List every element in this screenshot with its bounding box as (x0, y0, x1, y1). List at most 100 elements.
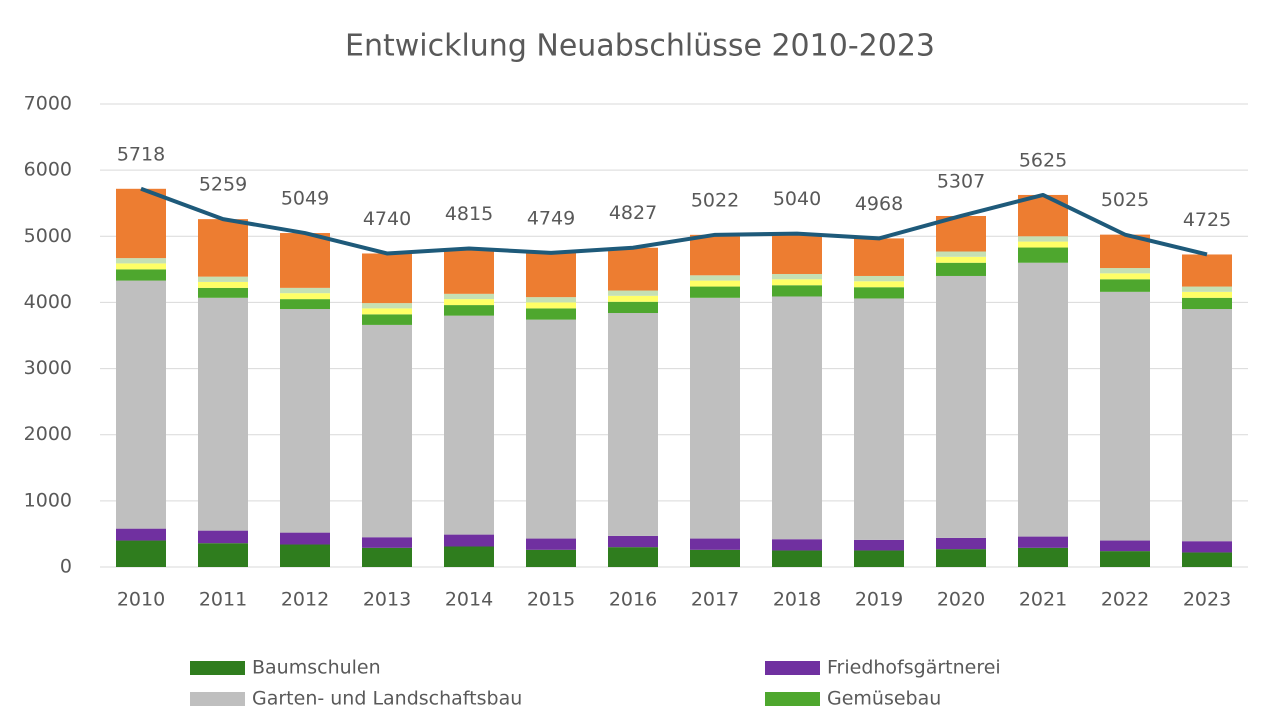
bar-segment (608, 290, 658, 296)
bar-segment (362, 253, 412, 304)
bar-segment (280, 309, 330, 533)
bar-segment (1100, 268, 1150, 274)
bar-segment (854, 287, 904, 299)
bar-segment (936, 275, 986, 538)
x-tick-label: 2015 (527, 589, 575, 611)
bar-segment (608, 247, 658, 291)
bar-segment (198, 219, 248, 277)
data-label: 5049 (281, 188, 329, 210)
bar-segment (362, 537, 412, 548)
bar-segment (1100, 540, 1150, 552)
data-label: 5718 (117, 143, 165, 165)
data-label: 5307 (937, 170, 985, 192)
bar-segment (936, 549, 986, 567)
bar-segment (280, 287, 330, 294)
bar-segment (1182, 286, 1232, 292)
x-tick-label: 2022 (1101, 589, 1149, 611)
x-tick-label: 2014 (445, 589, 493, 611)
bar-segment (444, 248, 494, 294)
x-tick-label: 2011 (199, 589, 247, 611)
bar-segment (116, 188, 166, 259)
x-tick-label: 2013 (363, 589, 411, 611)
bar-segment (772, 233, 822, 274)
bar-segment (116, 258, 166, 264)
bar-segment (690, 538, 740, 550)
legend-label: Friedhofsgärtnerei (827, 657, 1001, 679)
bar-segment (362, 324, 412, 538)
bar-segment (444, 534, 494, 547)
bar-segment (444, 315, 494, 535)
y-tick-label: 3000 (24, 357, 72, 379)
y-tick-label: 6000 (24, 159, 72, 181)
data-label: 4740 (363, 208, 411, 230)
bar-segment (116, 280, 166, 529)
bar-segment (1100, 273, 1150, 280)
data-label: 4815 (445, 203, 493, 225)
bar-segment (1018, 236, 1068, 242)
bar-segment (936, 256, 986, 263)
bar-segment (608, 547, 658, 567)
bar-segment (280, 233, 330, 288)
data-label: 5025 (1101, 189, 1149, 211)
bar-segment (280, 293, 330, 300)
bar-segment (526, 252, 576, 298)
data-label: 5259 (199, 174, 247, 196)
x-tick-label: 2018 (773, 589, 821, 611)
bar-segment (1018, 547, 1068, 567)
bar-segment (198, 287, 248, 298)
x-tick-label: 2010 (117, 589, 165, 611)
data-label: 5625 (1019, 149, 1067, 171)
legend-label: Baumschulen (252, 657, 381, 679)
bar-segment (198, 297, 248, 531)
bar-segment (608, 301, 658, 314)
bar-segment (690, 286, 740, 298)
bar-segment (1018, 241, 1068, 248)
x-tick-label: 2012 (281, 589, 329, 611)
legend-swatch (765, 661, 820, 675)
x-tick-label: 2023 (1183, 589, 1231, 611)
x-tick-label: 2016 (609, 589, 657, 611)
bar-segment (444, 305, 494, 316)
bar-segment (1100, 279, 1150, 292)
y-tick-label: 4000 (24, 291, 72, 313)
bar-segment (772, 539, 822, 551)
bar-segment (116, 269, 166, 281)
bar-segment (1182, 309, 1232, 542)
y-tick-label: 5000 (24, 225, 72, 247)
bar-segment (444, 293, 494, 300)
x-tick-label: 2021 (1019, 589, 1067, 611)
data-label: 4827 (609, 202, 657, 224)
bar-segment (362, 308, 412, 315)
legend-swatch (190, 661, 245, 675)
bar-segment (936, 537, 986, 550)
y-tick-label: 2000 (24, 423, 72, 445)
bar-segment (526, 297, 576, 303)
y-tick-label: 0 (60, 556, 72, 578)
bar-segment (854, 275, 904, 282)
bar-segment (690, 234, 740, 276)
data-label: 5022 (691, 189, 739, 211)
bar-segment (854, 539, 904, 551)
bar-segment (690, 549, 740, 567)
bar-segment (690, 280, 740, 287)
bar-segment (280, 544, 330, 567)
bar-segment (772, 296, 822, 540)
bar-segment (116, 263, 166, 270)
bar-segment (526, 549, 576, 567)
bar-segment (1182, 291, 1232, 298)
bar-segment (526, 319, 576, 539)
legend-swatch (765, 692, 820, 706)
bar-segment (444, 546, 494, 567)
bar-segment (198, 281, 248, 288)
total-line (140, 186, 1208, 257)
bar-segment (608, 295, 658, 302)
bar-segment (362, 314, 412, 325)
bar-segment (198, 530, 248, 544)
chart-title: Entwicklung Neuabschlüsse 2010-2023 (345, 29, 935, 64)
bar-segment (116, 540, 166, 567)
bar-segment (444, 299, 494, 306)
data-label: 4749 (527, 207, 575, 229)
bar-segment (772, 285, 822, 297)
bar-segment (362, 303, 412, 309)
